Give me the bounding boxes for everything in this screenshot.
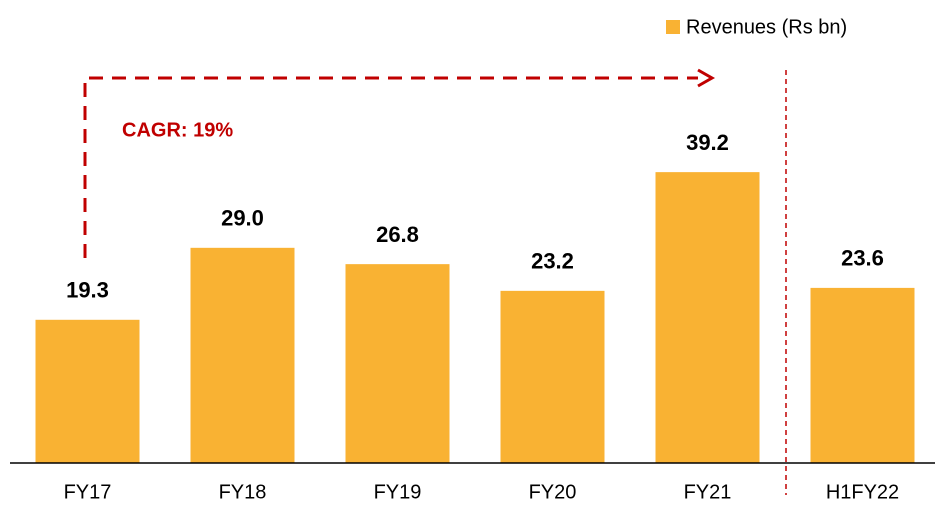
legend-swatch <box>666 20 680 34</box>
x-tick-label: FY18 <box>219 481 267 503</box>
value-label: 29.0 <box>221 206 264 231</box>
arrow-head <box>697 68 716 88</box>
cagr-label: CAGR: 19% <box>122 119 233 141</box>
value-label: 19.3 <box>66 278 109 303</box>
value-label: 23.2 <box>531 249 574 274</box>
x-tick-label: FY19 <box>374 481 422 503</box>
bar <box>345 264 450 463</box>
cagr-arrow <box>83 76 698 258</box>
bar <box>35 319 140 463</box>
value-label: 39.2 <box>686 130 729 155</box>
bar <box>500 290 605 463</box>
value-label: 23.6 <box>841 246 884 271</box>
bar <box>655 172 760 464</box>
bar <box>190 247 295 463</box>
value-label: 26.8 <box>376 222 419 247</box>
x-tick-label: FY20 <box>529 481 577 503</box>
x-tick-label: FY21 <box>684 481 732 503</box>
x-tick-label: FY17 <box>64 481 112 503</box>
x-tick-label: H1FY22 <box>826 481 899 503</box>
legend-label: Revenues (Rs bn) <box>686 16 847 38</box>
bar <box>810 287 915 463</box>
